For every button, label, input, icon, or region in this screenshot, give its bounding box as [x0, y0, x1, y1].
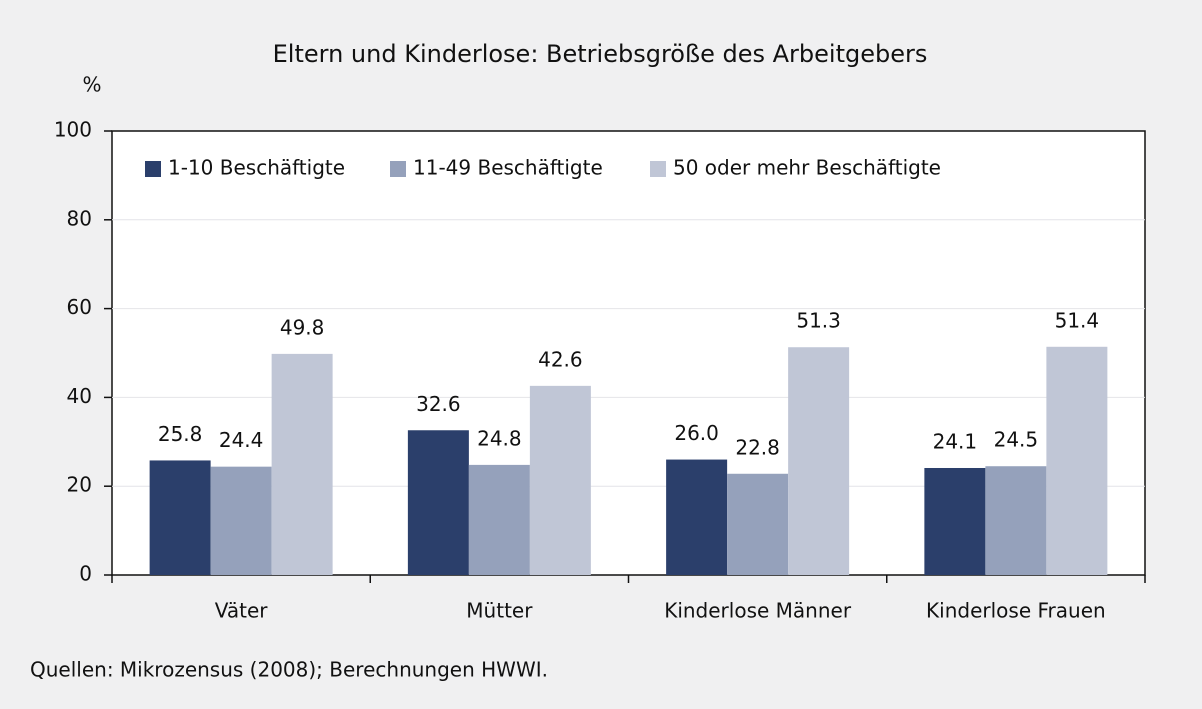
- legend-swatch: [390, 161, 406, 177]
- value-label: 24.5: [994, 428, 1039, 452]
- x-tick-label: Väter: [215, 599, 269, 623]
- y-tick-label: 40: [67, 384, 92, 408]
- value-label: 51.4: [1055, 308, 1100, 332]
- legend-label: 50 oder mehr Beschäftigte: [673, 156, 941, 180]
- x-tick-label: Kinderlose Frauen: [926, 599, 1106, 623]
- bar: [468, 464, 530, 575]
- y-axis-label: %: [82, 73, 101, 97]
- bar: [985, 466, 1047, 575]
- y-tick-label: 60: [67, 295, 92, 319]
- value-label: 32.6: [416, 392, 461, 416]
- y-tick-label: 100: [54, 118, 92, 142]
- bar: [1046, 346, 1108, 575]
- bar: [924, 467, 986, 575]
- value-label: 22.8: [735, 435, 780, 459]
- source: Quellen: Mikrozensus (2008); Berechnunge…: [30, 658, 548, 682]
- x-tick-label: Mütter: [466, 599, 533, 623]
- value-label: 49.8: [280, 315, 325, 339]
- bar: [788, 347, 850, 575]
- bar: [210, 466, 272, 575]
- legend-label: 1-10 Beschäftigte: [168, 156, 345, 180]
- bar: [727, 473, 789, 575]
- legend-label: 11-49 Beschäftigte: [413, 156, 603, 180]
- chart-title: Eltern und Kinderlose: Betriebsgröße des…: [273, 40, 928, 68]
- value-label: 24.8: [477, 426, 522, 450]
- bar: [407, 430, 469, 575]
- value-label: 25.8: [158, 422, 203, 446]
- value-label: 24.1: [933, 429, 978, 453]
- value-label: 42.6: [538, 347, 583, 371]
- y-tick-label: 0: [79, 562, 92, 586]
- bar: [529, 385, 591, 575]
- y-tick-label: 20: [67, 473, 92, 497]
- value-label: 26.0: [674, 421, 719, 445]
- value-label: 24.4: [219, 428, 264, 452]
- y-tick-label: 80: [67, 206, 92, 230]
- x-tick-label: Kinderlose Männer: [664, 599, 852, 623]
- legend-swatch: [650, 161, 666, 177]
- bar: [271, 353, 333, 575]
- value-label: 51.3: [796, 309, 841, 333]
- legend-swatch: [145, 161, 161, 177]
- bar: [666, 459, 728, 575]
- bar: [149, 460, 211, 575]
